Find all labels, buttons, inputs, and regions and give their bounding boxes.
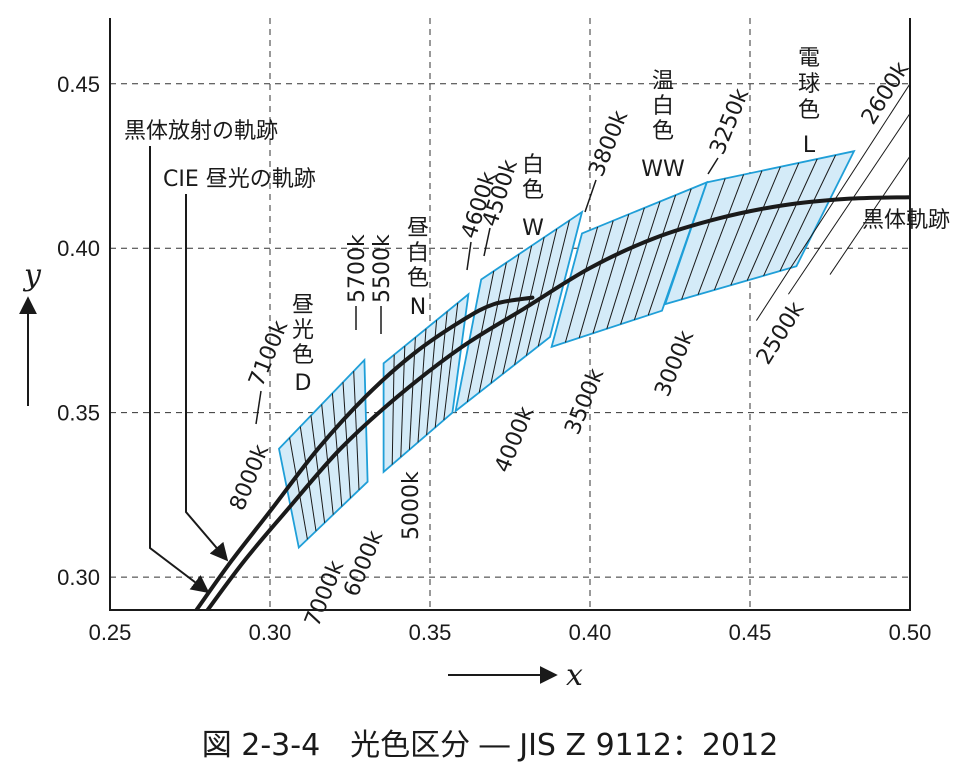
isotherm-line — [746, 162, 800, 281]
isotherm-line — [755, 83, 910, 321]
x-axis-label: x — [566, 658, 583, 693]
svg-text:色: 色 — [652, 119, 674, 144]
locus-curves — [194, 195, 910, 610]
svg-text:球: 球 — [798, 72, 820, 97]
daylight-locus-line — [194, 295, 535, 610]
svg-text:電: 電 — [798, 46, 820, 71]
y-tick-label: 0.40 — [57, 236, 100, 261]
isotherm-line — [289, 437, 308, 540]
isotherm-line — [310, 415, 326, 523]
isotherm-line — [502, 245, 533, 375]
region-D — [278, 357, 369, 550]
x-tick-label: 0.30 — [249, 620, 292, 645]
svg-text:L: L — [803, 133, 816, 158]
cct-label: 4000k — [490, 403, 539, 476]
region-label-daylight: 昼 光 色 D — [292, 293, 314, 396]
isotherm-line — [713, 170, 763, 291]
blackbody-locus-line — [205, 195, 910, 610]
isotherm-line — [681, 178, 726, 300]
isotherm-line — [578, 220, 614, 338]
region-label-incandescent: 電 球 色 L — [798, 46, 820, 158]
svg-text:白: 白 — [652, 94, 674, 119]
y-tick-label: 0.45 — [57, 72, 100, 97]
isotherm-line — [537, 220, 570, 347]
isotherm-line — [606, 207, 645, 329]
isotherm-line — [779, 154, 837, 272]
cct-label: 3500k — [560, 365, 609, 438]
isotherm-line — [787, 113, 910, 295]
tick-labels: 0.25 0.30 0.35 0.40 0.45 0.50 0.30 0.35 0.40 0.45 — [57, 72, 931, 645]
svg-text:光: 光 — [292, 318, 314, 343]
cct-label: 3000k — [650, 327, 699, 400]
cct-label: 5500k — [370, 234, 395, 303]
color-regions — [278, 149, 856, 550]
y-tick-label: 0.30 — [57, 565, 100, 590]
x-tick-label: 0.45 — [729, 620, 772, 645]
svg-text:色: 色 — [407, 266, 429, 291]
svg-text:昼: 昼 — [292, 293, 314, 318]
isotherm-line — [620, 201, 661, 325]
blackbody-end-label: 黒体軌跡 — [862, 208, 950, 233]
isotherm-line — [525, 228, 558, 356]
svg-text:色: 色 — [292, 343, 314, 368]
region-N — [382, 292, 470, 474]
plot-frame — [109, 18, 911, 611]
y-tick-label: 0.35 — [57, 401, 100, 426]
isotherm-line — [299, 426, 317, 532]
region-label-neutral-white: 昼 白 色 N — [407, 216, 429, 320]
cct-label: 5000k — [399, 471, 424, 540]
x-tick-label: 0.35 — [409, 620, 452, 645]
svg-text:昼: 昼 — [407, 216, 429, 241]
cct-label: 3800k — [584, 107, 633, 180]
figure-caption: 図 2-3-4 光色区分 ― JIS Z 9112：2012 — [201, 728, 779, 763]
isotherm-line — [730, 166, 781, 286]
svg-text:白: 白 — [522, 153, 544, 178]
isotherm-line — [647, 188, 692, 316]
isotherm-line — [400, 346, 406, 458]
region-L — [663, 149, 856, 306]
cct-leader-lines — [255, 157, 719, 425]
x-tick-label: 0.25 — [89, 620, 132, 645]
svg-text:白: 白 — [407, 241, 429, 266]
cct-label: 2500k — [752, 297, 810, 369]
isotherm-line — [829, 155, 910, 275]
daylight-locus-label: CIE 昼光の軌跡 — [163, 167, 316, 192]
svg-text:色: 色 — [798, 98, 820, 123]
svg-text:D: D — [295, 371, 312, 396]
cct-label: 5700k — [345, 234, 370, 303]
cct-label: 6000k — [339, 527, 388, 600]
isotherm-line — [592, 214, 630, 334]
isotherm-line — [633, 195, 677, 320]
isotherm-line — [514, 237, 545, 365]
x-tick-label: 0.40 — [569, 620, 612, 645]
region-WW — [550, 180, 709, 349]
daylight-leader-arrow — [185, 194, 229, 562]
isotherm-line — [391, 354, 395, 465]
region-label-warm-white: 温 白 色 WW — [641, 69, 685, 182]
blackbody-leader-arrow — [149, 146, 210, 594]
svg-text:WW: WW — [641, 157, 685, 182]
grid-lines — [110, 18, 910, 610]
blackbody-locus-label: 黒体放射の軌跡 — [124, 119, 278, 144]
isotherm-line — [763, 158, 818, 277]
cct-label: 8000k — [225, 441, 274, 514]
isotherm-line — [408, 337, 416, 450]
svg-text:温: 温 — [652, 69, 674, 94]
cct-label: 7000k — [300, 557, 349, 630]
isotherm-line — [564, 226, 599, 343]
svg-text:N: N — [410, 295, 426, 320]
cct-label: 2600k — [857, 57, 915, 129]
isotherm-line — [321, 404, 334, 515]
svg-text:W: W — [522, 216, 544, 241]
x-tick-label: 0.50 — [889, 620, 932, 645]
isotherm-line — [697, 174, 745, 295]
region-label-white: 白 色 W — [522, 153, 544, 241]
cct-label: 7100k — [244, 317, 293, 390]
cct-label: 3250k — [705, 85, 754, 158]
svg-text:色: 色 — [522, 178, 544, 203]
y-axis-label: y — [22, 258, 42, 293]
